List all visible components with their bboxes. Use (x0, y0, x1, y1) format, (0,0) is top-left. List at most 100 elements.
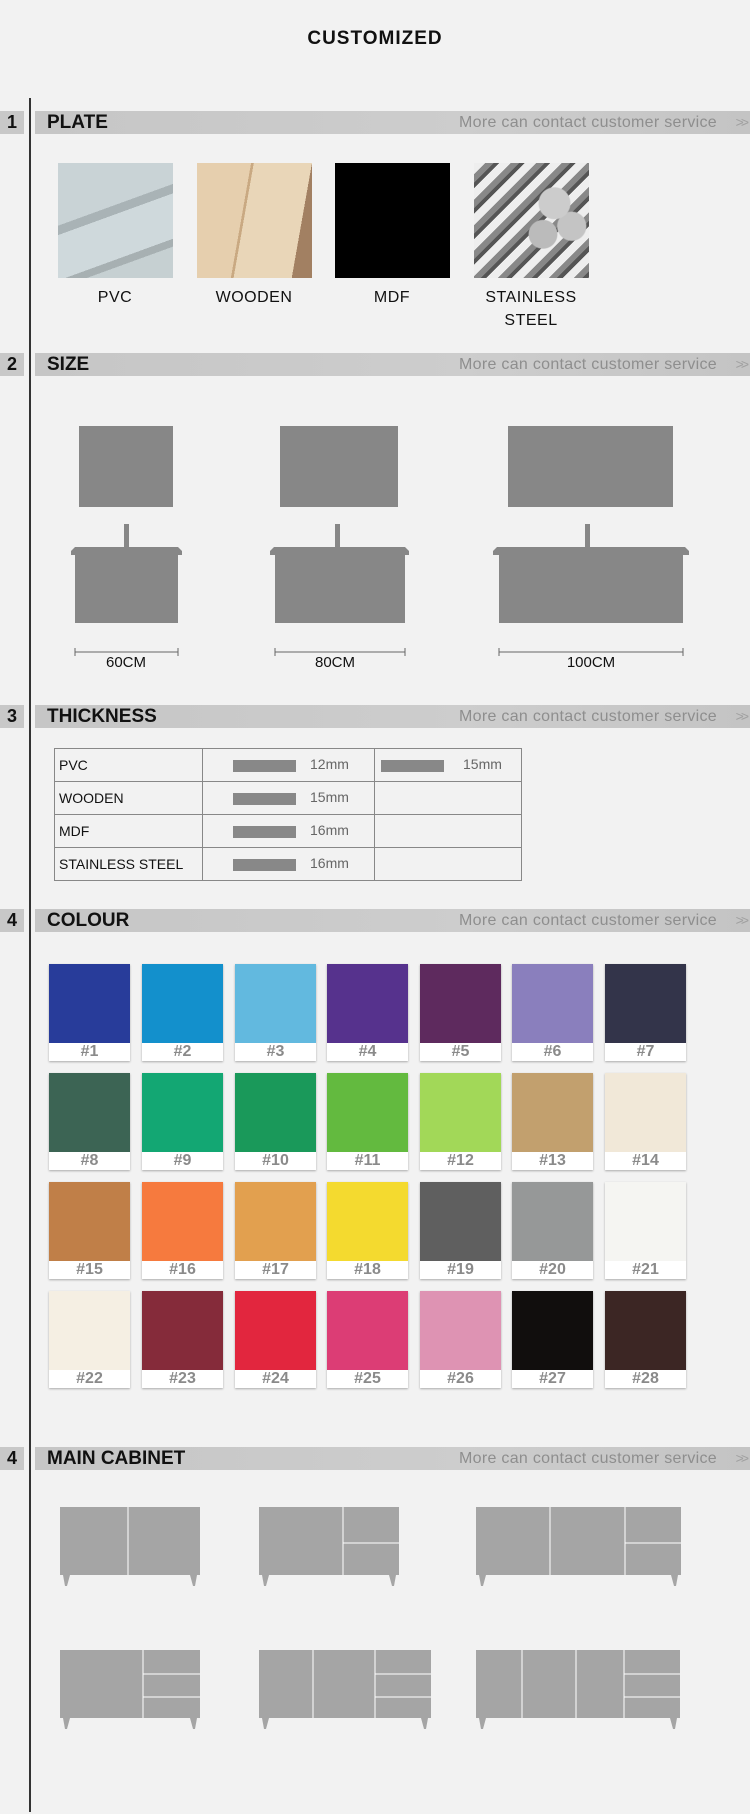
section-number: 1 (0, 111, 24, 134)
plate-image-mdf[interactable] (335, 163, 450, 278)
double-chevron-right-icon[interactable]: >> (735, 708, 749, 724)
thickness-row: MDF 16mm (54, 814, 522, 848)
vanity-cabinet-icon (275, 555, 405, 623)
colour-swatch[interactable]: #12 (420, 1073, 501, 1170)
plate-label: WOODEN (215, 289, 293, 306)
cabinet-icon (60, 1507, 200, 1575)
double-chevron-right-icon[interactable]: >> (735, 1450, 749, 1466)
thickness-row: STAINLESS STEEL 16mm (54, 847, 522, 881)
cabinet-icon (60, 1650, 200, 1718)
colour-chip (512, 1073, 593, 1152)
colour-label: #3 (266, 1043, 285, 1060)
colour-swatch[interactable]: #20 (512, 1182, 593, 1279)
contact-service-link[interactable]: More can contact customer service (459, 912, 717, 929)
size-label: 80CM (314, 654, 355, 671)
colour-label: #6 (543, 1043, 562, 1060)
double-chevron-right-icon[interactable]: >> (735, 912, 749, 928)
plate-label: PVC (97, 289, 133, 306)
colour-chip (327, 1073, 408, 1152)
cabinet-leg (389, 1575, 396, 1586)
colour-label: #18 (354, 1261, 381, 1278)
colour-label: #5 (451, 1043, 470, 1060)
mirror-icon (508, 426, 673, 507)
thickness-bar (233, 859, 296, 871)
cabinet-leg (671, 1575, 678, 1586)
section-title: COLOUR (47, 910, 130, 931)
colour-chip (420, 1073, 501, 1152)
colour-label: #28 (632, 1370, 659, 1387)
contact-service-link[interactable]: More can contact customer service (459, 114, 717, 131)
colour-label: #14 (632, 1152, 659, 1169)
colour-swatch[interactable]: #27 (512, 1291, 593, 1388)
colour-label: #23 (169, 1370, 196, 1387)
colour-swatch[interactable]: #26 (420, 1291, 501, 1388)
colour-swatch[interactable]: #21 (605, 1182, 686, 1279)
colour-chip (420, 1182, 501, 1261)
colour-chip (49, 964, 130, 1043)
size-label: 60CM (105, 654, 146, 671)
colour-swatch[interactable]: #6 (512, 964, 593, 1061)
faucet-icon (585, 524, 590, 549)
double-chevron-right-icon[interactable]: >> (735, 114, 749, 130)
colour-swatch[interactable]: #9 (142, 1073, 223, 1170)
section-header: SIZE More can contact customer service >… (35, 353, 750, 376)
colour-label: #17 (262, 1261, 289, 1278)
colour-swatch[interactable]: #22 (49, 1291, 130, 1388)
colour-swatch[interactable]: #4 (327, 964, 408, 1061)
colour-label: #2 (173, 1043, 192, 1060)
plate-image-wooden[interactable] (197, 163, 312, 278)
colour-swatch[interactable]: #8 (49, 1073, 130, 1170)
colour-chip (420, 964, 501, 1043)
colour-label: #22 (76, 1370, 103, 1387)
colour-swatch[interactable]: #24 (235, 1291, 316, 1388)
thickness-row: WOODEN 15mm (54, 781, 522, 815)
colour-swatch[interactable]: #2 (142, 964, 223, 1061)
plate-image-pvc[interactable] (58, 163, 173, 278)
mirror-icon (280, 426, 398, 507)
cabinet-leg (262, 1575, 269, 1586)
colour-swatch[interactable]: #18 (327, 1182, 408, 1279)
cabinet-leg (190, 1718, 197, 1729)
section-header: THICKNESS More can contact customer serv… (35, 705, 750, 728)
colour-label: #25 (354, 1370, 381, 1387)
colour-label: #10 (262, 1152, 289, 1169)
contact-service-link[interactable]: More can contact customer service (459, 1450, 717, 1467)
colour-swatch[interactable]: #13 (512, 1073, 593, 1170)
section-title: SIZE (47, 354, 90, 375)
colour-swatch[interactable]: #3 (235, 964, 316, 1061)
plate-image-stainless-steel[interactable] (474, 163, 589, 278)
contact-service-link[interactable]: More can contact customer service (459, 708, 717, 725)
double-chevron-right-icon[interactable]: >> (735, 356, 749, 372)
colour-label: #4 (358, 1043, 377, 1060)
colour-swatch[interactable]: #28 (605, 1291, 686, 1388)
colour-swatch[interactable]: #19 (420, 1182, 501, 1279)
colour-swatch[interactable]: #17 (235, 1182, 316, 1279)
colour-swatch[interactable]: #23 (142, 1291, 223, 1388)
contact-service-link[interactable]: More can contact customer service (459, 356, 717, 373)
cabinet-leg (479, 1575, 486, 1586)
section-number: 3 (0, 705, 24, 728)
colour-swatch[interactable]: #14 (605, 1073, 686, 1170)
thickness-bar (233, 826, 296, 838)
vanity-cabinet-icon (75, 555, 178, 623)
colour-chip (142, 964, 223, 1043)
colour-label: #12 (447, 1152, 474, 1169)
colour-chip (235, 1073, 316, 1152)
colour-swatch[interactable]: #1 (49, 964, 130, 1061)
colour-chip (605, 964, 686, 1043)
section-header: PLATE More can contact customer service … (35, 111, 750, 134)
countertop-icon (270, 547, 409, 555)
thickness-value: 16mm (310, 855, 349, 871)
section-number: 4 (0, 1447, 24, 1470)
colour-swatch[interactable]: #11 (327, 1073, 408, 1170)
colour-label: #20 (539, 1261, 566, 1278)
colour-swatch[interactable]: #16 (142, 1182, 223, 1279)
cabinet-icon (476, 1507, 681, 1575)
colour-swatch[interactable]: #10 (235, 1073, 316, 1170)
colour-swatch[interactable]: #7 (605, 964, 686, 1061)
colour-label: #13 (539, 1152, 566, 1169)
colour-swatch[interactable]: #25 (327, 1291, 408, 1388)
colour-swatch[interactable]: #15 (49, 1182, 130, 1279)
colour-chip (142, 1291, 223, 1370)
colour-swatch[interactable]: #5 (420, 964, 501, 1061)
